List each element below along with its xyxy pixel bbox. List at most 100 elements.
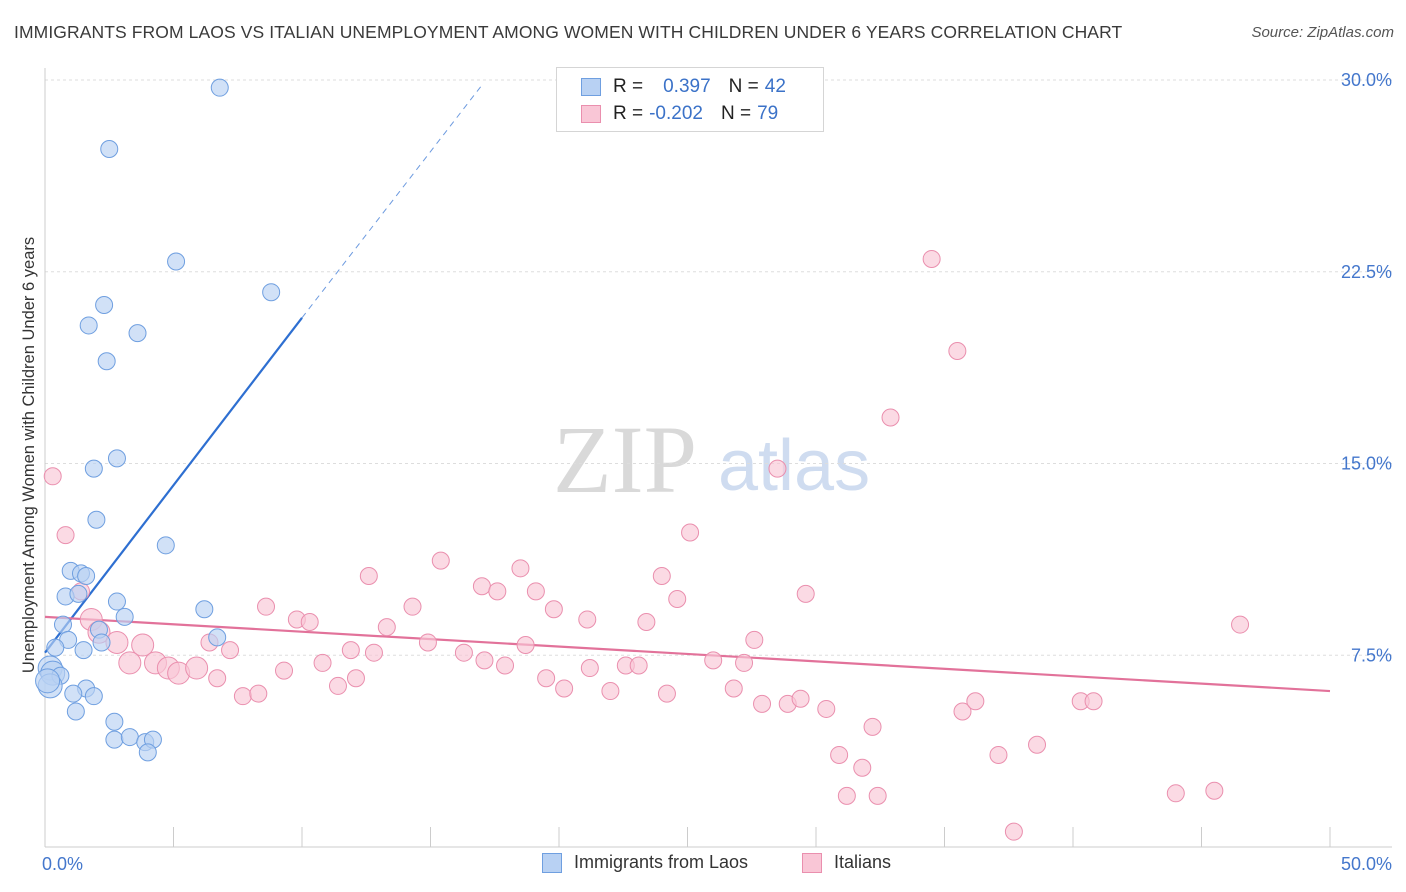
italians-point bbox=[966, 692, 985, 711]
italians-point bbox=[131, 633, 155, 657]
italians-point bbox=[359, 566, 378, 585]
italians-point bbox=[257, 597, 276, 616]
y-tick-label: 22.5% bbox=[1341, 262, 1392, 282]
legend-row-italians: R = -0.202 N = 79 bbox=[581, 101, 778, 127]
legend-r-label: R = bbox=[613, 76, 644, 97]
italians-point bbox=[526, 582, 545, 601]
laos-point bbox=[100, 140, 119, 159]
italians-point bbox=[431, 551, 450, 570]
legend-item-laos[interactable]: Immigrants from Laos bbox=[542, 852, 748, 873]
italians-point bbox=[853, 758, 872, 777]
laos-point bbox=[105, 712, 124, 731]
laos-point bbox=[46, 638, 65, 657]
laos-point bbox=[53, 615, 72, 634]
italians-point bbox=[768, 459, 787, 478]
italians-point bbox=[544, 600, 563, 619]
italians-point bbox=[233, 687, 252, 706]
italians-point bbox=[704, 651, 723, 670]
italians-point bbox=[313, 653, 332, 672]
source-credit: Source: ZipAtlas.com bbox=[1251, 24, 1394, 41]
y-axis-label: Unemployment Among Women with Children U… bbox=[20, 237, 38, 673]
italians-point bbox=[208, 669, 227, 688]
laos-point bbox=[167, 252, 186, 271]
italians-point bbox=[454, 643, 473, 662]
italians-point bbox=[652, 566, 671, 585]
legend-swatch-italians bbox=[581, 105, 601, 123]
italians-point bbox=[629, 656, 648, 675]
series-legend: Immigrants from Laos Italians bbox=[0, 852, 1406, 878]
laos-point bbox=[115, 607, 134, 626]
italians-point bbox=[863, 717, 882, 736]
italians-point bbox=[830, 745, 849, 764]
laos-point bbox=[208, 628, 227, 647]
laos-point bbox=[64, 684, 83, 703]
watermark-zip: ZIP bbox=[553, 406, 697, 513]
laos-point bbox=[210, 78, 229, 97]
y-tick-label: 15.0% bbox=[1341, 454, 1392, 474]
italians-point bbox=[43, 467, 62, 486]
italians-point bbox=[488, 582, 507, 601]
italians-trend-line bbox=[44, 615, 1331, 693]
laos-point bbox=[66, 702, 85, 721]
italians-point bbox=[300, 613, 319, 632]
italians-point bbox=[555, 679, 574, 698]
italians-point bbox=[377, 618, 396, 637]
laos-points bbox=[35, 78, 281, 762]
italians-points bbox=[43, 249, 1250, 841]
legend-label-italians: Italians bbox=[834, 852, 892, 872]
italians-point bbox=[922, 249, 941, 268]
laos-point bbox=[79, 316, 98, 335]
italians-point bbox=[221, 641, 240, 660]
italians-point bbox=[817, 699, 836, 718]
italians-point bbox=[881, 408, 900, 427]
legend-label-laos: Immigrants from Laos bbox=[574, 852, 749, 872]
italians-point bbox=[475, 651, 494, 670]
italians-point bbox=[118, 651, 142, 675]
laos-point bbox=[97, 352, 116, 371]
laos-point bbox=[77, 566, 96, 585]
laos-point bbox=[95, 295, 114, 314]
legend-swatch-laos bbox=[581, 78, 601, 96]
laos-point bbox=[69, 584, 88, 603]
italians-point bbox=[637, 613, 656, 632]
legend-swatch-italians bbox=[802, 852, 822, 873]
italians-point bbox=[249, 684, 268, 703]
italians-point bbox=[403, 597, 422, 616]
italians-point bbox=[745, 630, 764, 649]
y-tick-label: 7.5% bbox=[1351, 645, 1392, 665]
italians-point bbox=[735, 653, 754, 672]
italians-point bbox=[791, 689, 810, 708]
italians-point bbox=[328, 676, 347, 695]
italians-point bbox=[1205, 781, 1224, 800]
italians-point bbox=[496, 656, 515, 675]
laos-point bbox=[107, 449, 126, 468]
italians-point bbox=[724, 679, 743, 698]
italians-point bbox=[185, 656, 209, 680]
italians-point bbox=[837, 786, 856, 805]
laos-point bbox=[87, 510, 106, 529]
legend-n-value: 42 bbox=[764, 76, 786, 97]
legend-r-value: 0.397 bbox=[663, 76, 711, 97]
laos-point bbox=[262, 283, 281, 302]
laos-trend-extension bbox=[301, 84, 483, 319]
x-tick-label: 0.0% bbox=[42, 854, 83, 874]
laos-point bbox=[128, 324, 147, 343]
italians-point bbox=[516, 636, 535, 655]
grid-lines bbox=[45, 79, 1392, 656]
italians-point bbox=[275, 661, 294, 680]
laos-point bbox=[35, 668, 61, 694]
italians-point bbox=[537, 669, 556, 688]
laos-point bbox=[156, 536, 175, 555]
laos-point bbox=[138, 743, 157, 762]
laos-point bbox=[120, 728, 139, 747]
legend-n-label: N = bbox=[720, 103, 752, 124]
italians-point bbox=[56, 526, 75, 545]
legend-n-label: N = bbox=[728, 76, 759, 97]
legend-n-value: 79 bbox=[757, 103, 779, 124]
italians-point bbox=[346, 669, 365, 688]
laos-point bbox=[107, 592, 126, 611]
legend-item-italians[interactable]: Italians bbox=[802, 852, 891, 873]
italians-point bbox=[580, 659, 599, 678]
correlation-legend: R = 0.397 N = 42 R = -0.202 N = 79 bbox=[556, 67, 824, 132]
x-tick-label: 50.0% bbox=[1341, 854, 1392, 874]
